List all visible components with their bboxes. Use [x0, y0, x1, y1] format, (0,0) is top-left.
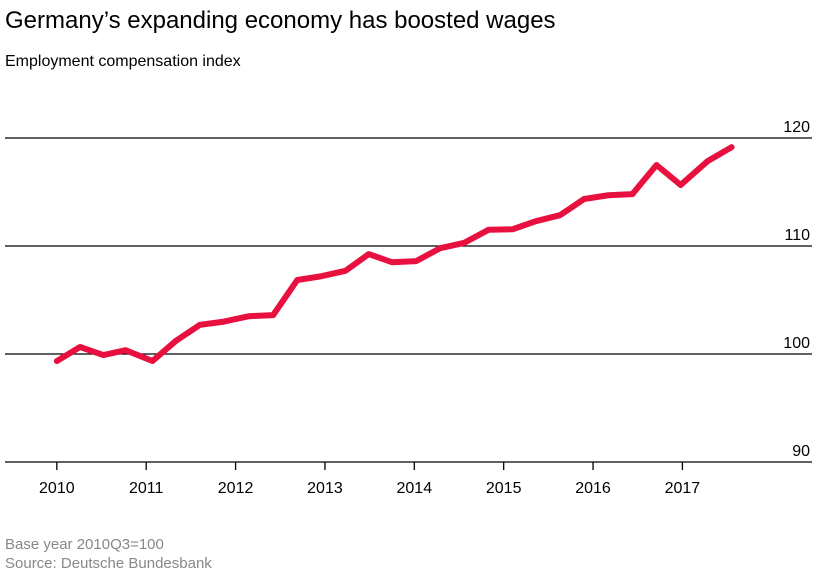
y-tick-label: 110	[784, 227, 810, 244]
x-tick-label: 2014	[397, 480, 433, 497]
source: Source: Deutsche Bundesbank	[5, 555, 212, 572]
x-tick-label: 2015	[486, 480, 522, 497]
line-series	[53, 144, 735, 365]
y-tick-label: 120	[783, 119, 810, 136]
x-tick-label: 2010	[39, 480, 75, 497]
chart-subtitle: Employment compensation index	[5, 53, 241, 70]
x-tick-label: 2017	[665, 480, 701, 497]
x-tick-label: 2013	[307, 480, 343, 497]
x-tick-label: 2011	[129, 480, 164, 497]
y-tick-label: 90	[792, 443, 810, 460]
x-tick-label: 2012	[218, 480, 254, 497]
chart-title: Germany’s expanding economy has boosted …	[5, 7, 556, 34]
x-tick-label: 2016	[575, 480, 611, 497]
note: Base year 2010Q3=100	[5, 536, 164, 553]
y-tick-label: 100	[783, 335, 810, 352]
